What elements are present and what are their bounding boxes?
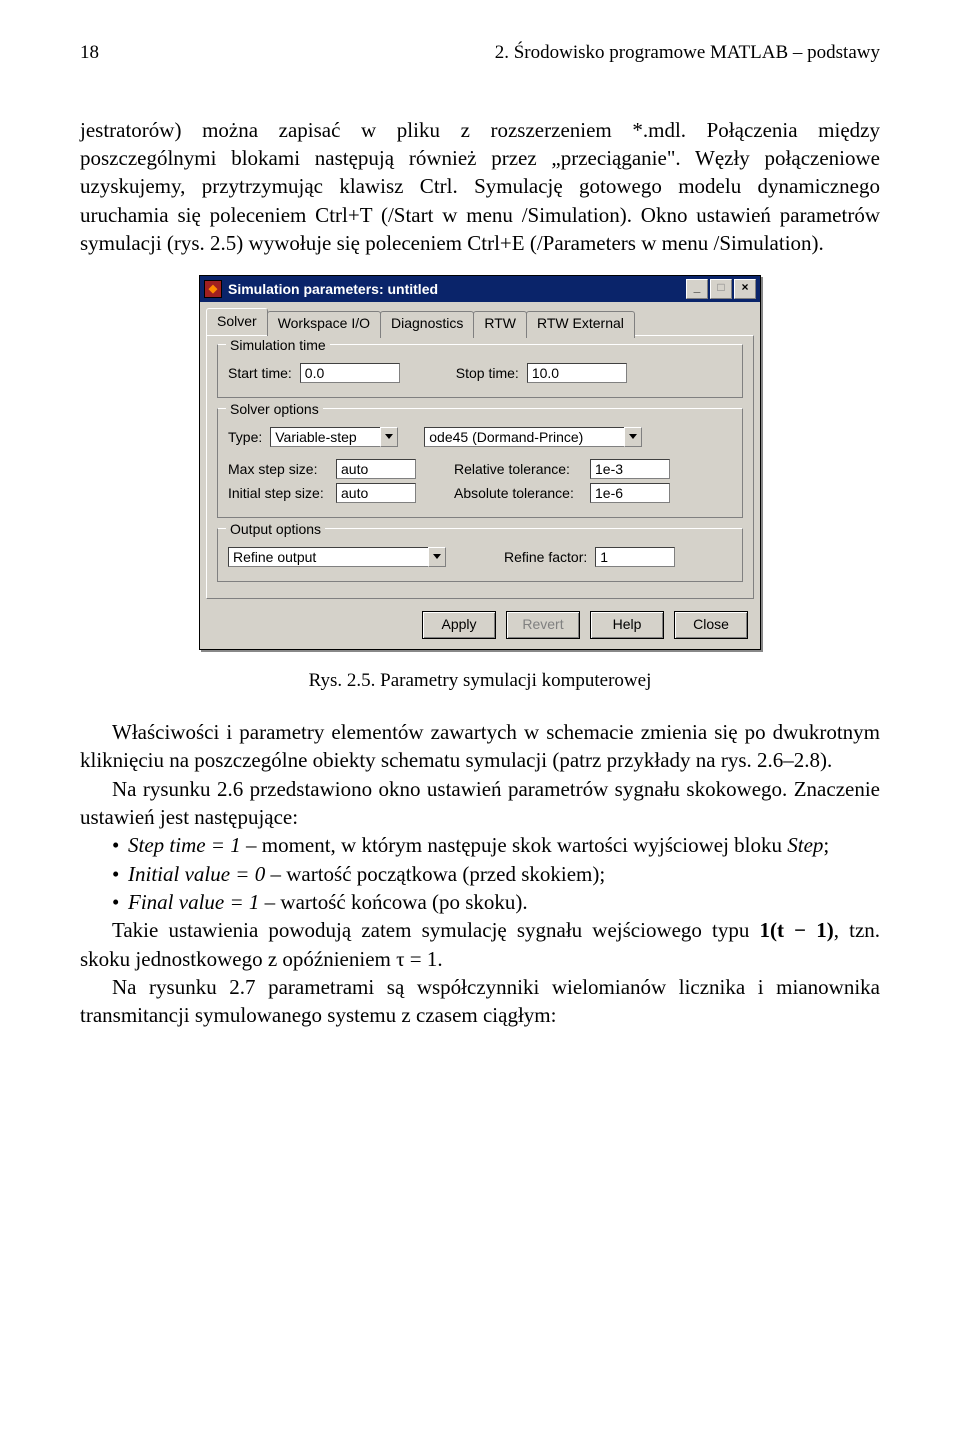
- paragraph-5: Na rysunku 2.7 parametrami są współczynn…: [80, 973, 880, 1030]
- figure-caption: Rys. 2.5. Parametry symulacji komputerow…: [80, 668, 880, 694]
- rel-tol-label: Relative tolerance:: [454, 460, 582, 479]
- abs-tol-label: Absolute tolerance:: [454, 484, 582, 503]
- stop-time-input[interactable]: [527, 363, 627, 383]
- paragraph-4: Takie ustawienia powodują zatem symulacj…: [80, 916, 880, 973]
- start-time-label: Start time:: [228, 364, 292, 383]
- type-label: Type:: [228, 428, 262, 447]
- settings-list: Step time = 1 – moment, w którym następu…: [80, 831, 880, 916]
- solver-options-group: Solver options Type:: [217, 408, 743, 518]
- list-item: Final value = 1 – wartość końcowa (po sk…: [80, 888, 880, 916]
- tab-strip: Solver Workspace I/O Diagnostics RTW RTW…: [200, 302, 760, 335]
- paragraph-1: jestratorów) można zapisać w pliku z roz…: [80, 116, 880, 258]
- rel-tol-input[interactable]: [590, 459, 670, 479]
- apply-button[interactable]: Apply: [422, 611, 496, 639]
- max-step-input[interactable]: [336, 459, 416, 479]
- close-button[interactable]: Close: [674, 611, 748, 639]
- page-number: 18: [80, 40, 99, 66]
- paragraph-3: Na rysunku 2.6 przedstawiono okno ustawi…: [80, 775, 880, 832]
- init-step-label: Initial step size:: [228, 484, 328, 503]
- list-item: Initial value = 0 – wartość początkowa (…: [80, 860, 880, 888]
- group-title-sim-time: Simulation time: [226, 336, 330, 355]
- revert-button[interactable]: Revert: [506, 611, 580, 639]
- simulation-parameters-dialog: ◆ Simulation parameters: untitled _ □ × …: [199, 275, 761, 650]
- minimize-button[interactable]: _: [686, 279, 708, 299]
- group-title-solver-opts: Solver options: [226, 400, 323, 419]
- group-title-output-opts: Output options: [226, 520, 325, 539]
- refine-factor-label: Refine factor:: [504, 548, 587, 567]
- paragraph-2: Właściwości i parametry elementów zawart…: [80, 718, 880, 775]
- simulation-time-group: Simulation time Start time: Stop time:: [217, 344, 743, 398]
- solver-panel: Simulation time Start time: Stop time: S…: [206, 335, 754, 599]
- tab-rtw[interactable]: RTW: [473, 311, 527, 338]
- output-mode-select[interactable]: [228, 547, 428, 567]
- chevron-down-icon[interactable]: [624, 427, 642, 447]
- maximize-button[interactable]: □: [710, 279, 732, 299]
- running-head: 2. Środowisko programowe MATLAB – podsta…: [495, 40, 880, 66]
- solver-method-select[interactable]: [424, 427, 624, 447]
- chevron-down-icon[interactable]: [428, 547, 446, 567]
- tab-diagnostics[interactable]: Diagnostics: [380, 311, 474, 338]
- tab-solver[interactable]: Solver: [206, 308, 268, 335]
- window-title: Simulation parameters: untitled: [228, 280, 438, 299]
- app-icon: ◆: [204, 280, 222, 298]
- chevron-down-icon[interactable]: [380, 427, 398, 447]
- start-time-input[interactable]: [300, 363, 400, 383]
- tab-workspace-io[interactable]: Workspace I/O: [267, 311, 381, 338]
- list-item: Step time = 1 – moment, w którym następu…: [80, 831, 880, 859]
- stop-time-label: Stop time:: [456, 364, 519, 383]
- init-step-input[interactable]: [336, 483, 416, 503]
- max-step-label: Max step size:: [228, 460, 328, 479]
- refine-factor-input[interactable]: [595, 547, 675, 567]
- close-window-button[interactable]: ×: [734, 279, 756, 299]
- output-options-group: Output options Refine factor:: [217, 528, 743, 582]
- solver-type-select[interactable]: [270, 427, 380, 447]
- titlebar[interactable]: ◆ Simulation parameters: untitled _ □ ×: [200, 276, 760, 302]
- tab-rtw-external[interactable]: RTW External: [526, 311, 635, 338]
- abs-tol-input[interactable]: [590, 483, 670, 503]
- help-button[interactable]: Help: [590, 611, 664, 639]
